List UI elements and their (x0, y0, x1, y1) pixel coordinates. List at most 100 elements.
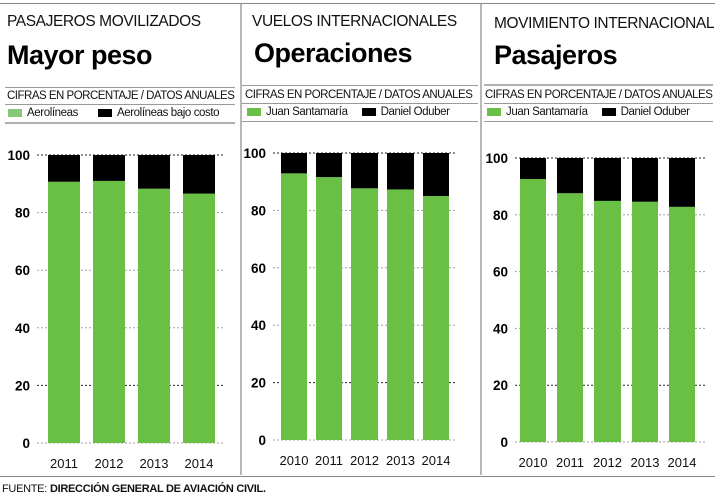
legend-label: Aerolíneas bajo costo (116, 107, 220, 119)
legend-swatch-black (361, 108, 376, 116)
y-tick-label: 20 (251, 376, 266, 391)
bar-segment-green (423, 196, 449, 440)
y-tick-label: 80 (251, 203, 266, 218)
chart-subtitle: CIFRAS EN PORCENTAJE / DATOS ANUALES (485, 89, 713, 101)
legend: Juan Santamaría Daniel Oduber (487, 106, 704, 118)
x-tick-label: 2014 (668, 455, 697, 470)
y-tick-label: 100 (485, 151, 508, 166)
bar-segment-green (669, 206, 695, 442)
chart-panel-pasajeros: MOVIMIENTO INTERNACIONAL Pasajeros CIFRA… (482, 0, 715, 476)
x-tick-label: 2011 (50, 456, 78, 471)
bar-segment-green (281, 173, 307, 440)
source-text: DIRECCIÓN GENERAL DE AVIACIÓN CIVIL. (49, 483, 266, 495)
bar-segment-green (632, 201, 658, 442)
chart-kicker: MOVIMIENTO INTERNACIONAL (494, 15, 715, 32)
chart-kicker: VUELOS INTERNACIONALES (252, 13, 457, 30)
bar-segment-black (520, 158, 546, 180)
y-tick-label: 60 (15, 263, 30, 278)
y-tick-label: 80 (15, 206, 30, 221)
legend-label: Juan Santamaría (506, 106, 588, 118)
chart-pasajeros: 0 20 40 60 80 100 2010 2011 2012 2013 2014 (485, 151, 705, 470)
chart-subtitle: CIFRAS EN PORCENTAJE / DATOS ANUALES (7, 90, 235, 102)
bar-segment-black (281, 153, 307, 174)
bar-segment-black (138, 155, 170, 189)
chart-mayor-peso: 0 20 40 60 80 100 2011 2012 2013 2014 (7, 148, 224, 471)
y-tick-label: 80 (493, 208, 508, 223)
legend-item: Juan Santamaría (487, 106, 588, 118)
chart-title: Pasajeros (494, 40, 618, 70)
panel-divider (240, 4, 242, 475)
legend-item: Juan Santamaría (247, 106, 348, 118)
bar-segment-green (520, 179, 546, 443)
chart-panel-operaciones: VUELOS INTERNACIONALES Operaciones CIFRA… (242, 0, 480, 476)
top-border (0, 3, 715, 4)
divider (5, 104, 235, 105)
x-tick-label: 2014 (422, 453, 451, 468)
divider (484, 84, 713, 86)
y-tick-label: 0 (258, 433, 266, 448)
x-tick-label: 2010 (519, 455, 548, 470)
y-tick-label: 0 (500, 435, 508, 450)
legend-swatch-green (8, 109, 22, 117)
x-tick-label: 2012 (95, 456, 124, 471)
divider (242, 103, 478, 104)
source-label: FUENTE: (2, 483, 47, 495)
legend-label: Aerolíneas (27, 107, 78, 119)
divider (242, 121, 478, 122)
x-tick-label: 2013 (140, 456, 169, 471)
x-tick-label: 2014 (185, 456, 214, 471)
panel-divider (480, 4, 482, 475)
y-tick-label: 0 (22, 436, 30, 451)
chart-title: Mayor peso (7, 40, 153, 70)
legend-label: Juan Santamaría (266, 106, 348, 118)
divider (5, 122, 235, 124)
bar-segment-green (351, 188, 378, 440)
chart-operaciones: 0 20 40 60 80 100 2010 2011 2012 2013 2014 (243, 146, 457, 468)
bar-segment-black (48, 155, 80, 182)
legend-item: Aerolíneas (8, 107, 78, 119)
bar-segment-black (669, 158, 695, 207)
bar-segment-black (316, 153, 342, 178)
bar-segment-black (93, 155, 125, 181)
bar-segment-black (423, 153, 449, 197)
x-tick-label: 2013 (386, 453, 415, 468)
bar-segment-black (387, 153, 414, 190)
bar-segment-black (351, 153, 378, 189)
y-tick-label: 40 (15, 321, 30, 336)
divider (484, 121, 713, 122)
chart-title: Operaciones (254, 38, 413, 68)
footer-divider (0, 476, 715, 477)
chart-panel-mayor-peso: PASAJEROS MOVILIZADOS Mayor peso CIFRAS … (0, 0, 240, 476)
divider (5, 87, 235, 88)
x-tick-label: 2012 (593, 455, 622, 470)
legend-swatch-black (97, 109, 112, 117)
bar-segment-black (183, 155, 215, 194)
divider (242, 85, 478, 86)
legend: Juan Santamaría Daniel Oduber (247, 106, 464, 118)
legend-swatch-green (487, 108, 501, 116)
divider (484, 103, 713, 104)
bar-segment-green (93, 180, 125, 444)
legend: Aerolíneas Aerolíneas bajo costo (8, 107, 233, 119)
legend-item: Aerolíneas bajo costo (97, 107, 220, 119)
bar-segment-green (48, 181, 80, 443)
bar-segment-green (594, 200, 621, 442)
bar-segment-green (138, 188, 170, 443)
bar-segment-green (387, 189, 414, 440)
legend-swatch-green (247, 108, 261, 116)
bar-segment-green (316, 177, 342, 440)
bar-segment-black (594, 158, 621, 201)
legend-item: Daniel Oduber (361, 106, 450, 118)
chart-kicker: PASAJEROS MOVILIZADOS (7, 13, 201, 30)
y-tick-label: 100 (7, 148, 30, 163)
x-tick-label: 2011 (315, 453, 343, 468)
bar-segment-green (557, 193, 583, 442)
y-tick-label: 20 (15, 378, 30, 393)
legend-label: Daniel Oduber (380, 106, 450, 118)
x-tick-label: 2010 (280, 453, 309, 468)
y-tick-label: 100 (243, 146, 266, 161)
x-tick-label: 2012 (350, 453, 379, 468)
x-tick-label: 2013 (631, 455, 660, 470)
y-tick-label: 40 (493, 321, 508, 336)
legend-label: Daniel Oduber (620, 106, 690, 118)
